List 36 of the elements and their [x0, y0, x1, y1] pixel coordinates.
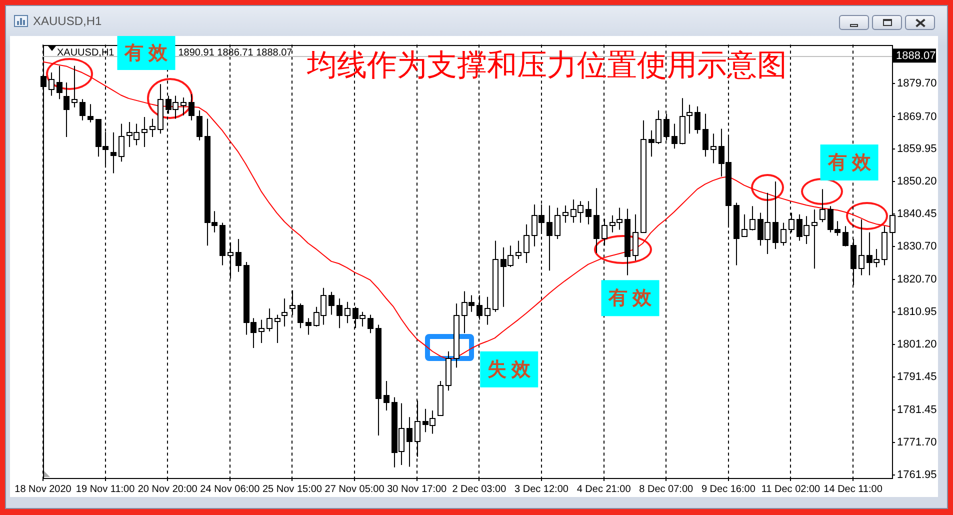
x-tick-label: 3 Dec 12:00	[514, 484, 569, 495]
x-tick-label: 20 Nov 20:00	[138, 484, 198, 495]
x-tick-label: 24 Nov 06:00	[200, 484, 260, 495]
text: XAUUSD,H1	[33, 14, 102, 28]
x-tick-label: 14 Dec 11:00	[824, 484, 883, 495]
x-tick-label: 18 Nov 2020	[14, 484, 72, 495]
y-tick-label: 1879.70	[897, 78, 937, 90]
x-tick-label: 30 Nov 17:00	[387, 484, 448, 495]
x-tick-label: 9 Dec 16:00	[701, 484, 756, 495]
y-tick-label: 1781.45	[897, 404, 937, 416]
y-tick-label: 1791.45	[897, 370, 937, 383]
chart-title: 均线作为支撑和压力位置使用示意图	[306, 48, 788, 84]
annotation: 失效	[488, 358, 536, 380]
y-tick-label: 1859.95	[897, 143, 937, 156]
x-tick-label: 4 Dec 21:00	[576, 484, 632, 495]
y-tick-label: 1869.70	[897, 110, 937, 123]
y-tick-label: 1761.95	[897, 468, 937, 481]
x-tick-label: 27 Nov 05:00	[324, 484, 385, 495]
annotation: 有效	[124, 42, 173, 64]
x-tick-label: 11 Dec 02:00	[761, 484, 821, 495]
x-tick-label: 8 Dec 07:00	[639, 484, 694, 495]
y-tick-label: 1810.95	[897, 306, 937, 318]
annotation: 1890.91 1886.71 1888.07	[178, 47, 293, 58]
y-tick-label: 1850.20	[897, 176, 937, 188]
y-tick-label: 1830.70	[897, 240, 937, 252]
x-tick-label: 25 Nov 15:00	[262, 484, 322, 495]
annotation: 有效	[608, 287, 657, 310]
annotation: 有效	[826, 151, 876, 174]
y-tick-label: 1801.20	[897, 338, 937, 350]
y-tick-label: 1820.70	[897, 274, 937, 286]
y-tick-label: 1771.70	[897, 436, 937, 448]
x-tick-label: 2 Dec 03:00	[452, 484, 507, 495]
annotation: XAUUSD,H1	[57, 47, 115, 58]
ref-line-label: 1888.07	[896, 50, 936, 62]
x-tick-label: 19 Nov 11:00	[76, 484, 136, 495]
y-tick-label: 1840.45	[897, 208, 937, 220]
